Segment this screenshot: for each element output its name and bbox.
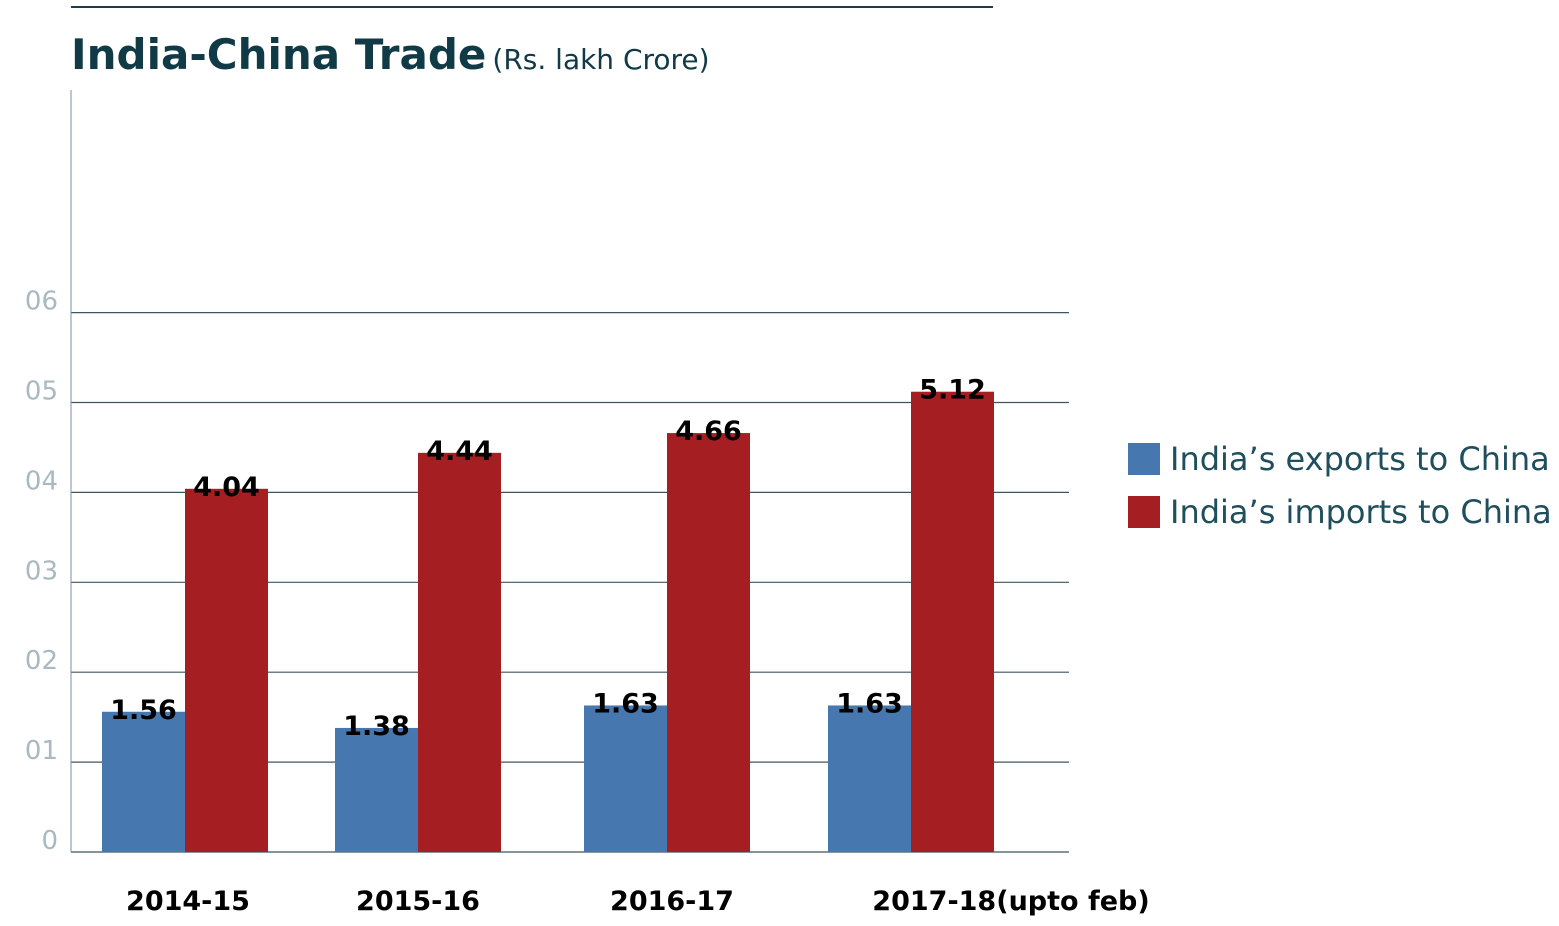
data-label: 5.12 bbox=[919, 375, 986, 406]
y-tick-label: 05 bbox=[25, 377, 58, 407]
data-label: 4.44 bbox=[426, 436, 493, 467]
x-tick-label: 2017-18(upto feb) bbox=[872, 886, 1149, 917]
data-label: 1.63 bbox=[592, 688, 659, 719]
bar-exports bbox=[102, 711, 185, 852]
bar-imports bbox=[418, 452, 501, 852]
bars bbox=[102, 391, 994, 852]
chart-subtitle: (Rs. lakh Crore) bbox=[492, 43, 710, 76]
data-label: 1.63 bbox=[836, 688, 903, 719]
legend-swatch-imports bbox=[1128, 495, 1160, 528]
legend: India’s exports to China India’s imports… bbox=[1128, 432, 1552, 538]
y-tick-label: 02 bbox=[25, 646, 58, 676]
y-tick-label: 03 bbox=[25, 556, 58, 586]
y-tick-label: 04 bbox=[25, 466, 58, 496]
bar-imports bbox=[185, 488, 268, 852]
x-tick-label: 2014-15 bbox=[126, 886, 250, 917]
y-tick-label: 0 bbox=[41, 826, 58, 856]
top-rule bbox=[71, 6, 993, 8]
data-label: 4.66 bbox=[675, 416, 742, 447]
legend-item-imports: India’s imports to China bbox=[1128, 485, 1552, 538]
bar-imports bbox=[911, 391, 994, 852]
data-label: 1.56 bbox=[110, 695, 177, 726]
chart-title-block: India-China Trade (Rs. lakh Crore) bbox=[71, 30, 710, 79]
legend-label-imports: India’s imports to China bbox=[1170, 492, 1552, 531]
data-labels: 1.56 1.38 1.63 1.63 4.04 4.44 4.66 5.12 bbox=[110, 375, 986, 742]
x-axis-categories: 2014-15 2015-16 2016-17 2017-18(upto feb) bbox=[126, 886, 1150, 917]
x-tick-label: 2016-17 bbox=[610, 886, 734, 917]
bar-exports bbox=[584, 705, 667, 852]
data-label: 4.04 bbox=[193, 472, 260, 503]
y-tick-label: 01 bbox=[25, 736, 58, 766]
bar-exports bbox=[828, 705, 911, 852]
y-axis-ticks: 0 01 02 03 04 05 06 bbox=[25, 287, 58, 856]
chart-title: India-China Trade bbox=[71, 30, 487, 79]
bar-exports bbox=[335, 727, 418, 852]
y-tick-label: 06 bbox=[25, 287, 58, 317]
legend-swatch-exports bbox=[1128, 442, 1160, 475]
legend-label-exports: India’s exports to China bbox=[1170, 439, 1550, 478]
x-tick-label: 2015-16 bbox=[356, 886, 480, 917]
legend-item-exports: India’s exports to China bbox=[1128, 432, 1552, 485]
data-label: 1.38 bbox=[343, 711, 410, 742]
bar-imports bbox=[667, 433, 750, 852]
